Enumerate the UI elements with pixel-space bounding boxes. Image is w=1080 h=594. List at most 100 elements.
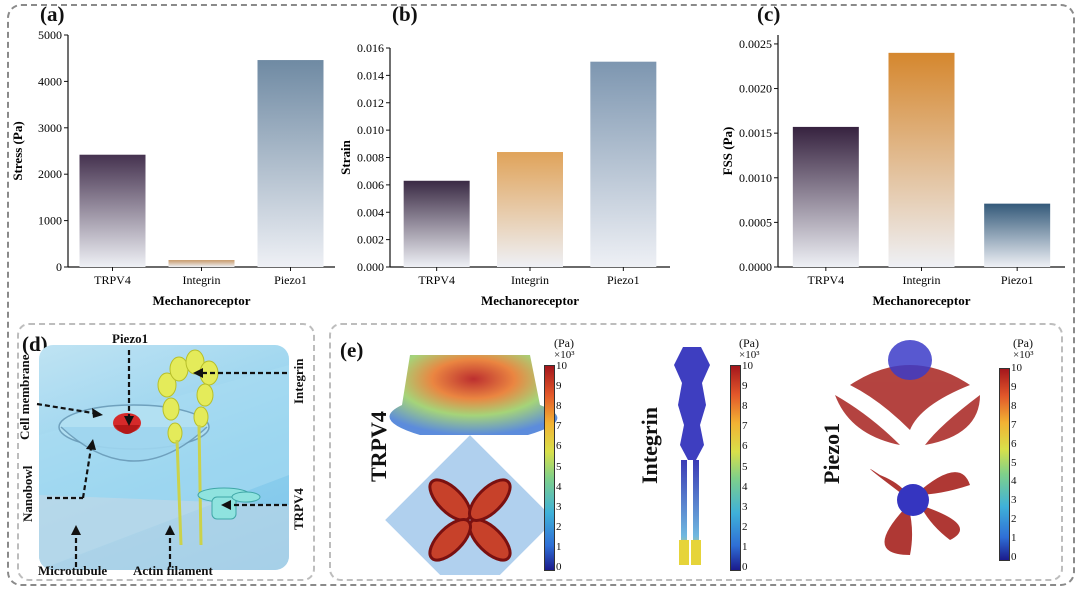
panel-label-e: (e) (340, 338, 364, 362)
colorbar-tick-label: 2 (1011, 513, 1017, 526)
label-trpv4: TRPV4 (291, 488, 306, 530)
colorbar-tick-label: 2 (556, 520, 562, 533)
y-tick-label: 0.006 (357, 178, 384, 192)
x-tick-label: Piezo1 (607, 273, 640, 287)
panel-e-frame (329, 323, 1063, 581)
bar-integrin (888, 52, 955, 267)
panel-label-a: (a) (40, 2, 65, 26)
x-tick-label: TRPV4 (418, 273, 455, 287)
label-microtubule: Microtubule (38, 563, 108, 578)
y-tick-label: 0 (56, 260, 62, 274)
diagram-illustration (39, 349, 289, 570)
colorbar-tick-label: 4 (742, 480, 748, 493)
label-nanobowl: Nanobowl (20, 465, 35, 522)
bar-trpv4 (79, 154, 146, 267)
y-tick-label: 0.000 (357, 260, 384, 274)
colorbar-1 (544, 365, 555, 571)
fss-bar-chart: 0.0000 0.0005 0.0010 0.0015 0.0020 0.0025 TRPV… (720, 35, 1065, 308)
y-tick-label: 3000 (38, 121, 62, 135)
colorbar-tick-label: 4 (556, 480, 562, 493)
colorbar-exponent-3: ×10³ (1013, 349, 1034, 361)
y-tick-label: 2000 (38, 167, 62, 181)
colorbar-tick-label: 1 (1011, 532, 1017, 545)
colorbar-tick-label: 7 (742, 420, 748, 433)
x-tick-label: Piezo1 (274, 273, 307, 287)
y-tick-label: 0.012 (357, 96, 384, 110)
colorbar-tick-label: 9 (742, 380, 748, 393)
colorbar-tick-label: 6 (1011, 437, 1017, 450)
y-tick-label: 0.0010 (739, 171, 772, 185)
colorbar-tick-label: 10 (556, 360, 567, 372)
colorbar-tick-label: 5 (1011, 456, 1017, 469)
y-tick-label: 1000 (38, 214, 62, 228)
y-tick-label: 0.0025 (739, 37, 772, 51)
x-tick-label: Integrin (903, 273, 941, 287)
y-tick-label: 4000 (38, 74, 62, 88)
bar-integrin (497, 152, 563, 267)
mechanoreceptor-diagram (39, 345, 289, 570)
bar-trpv4 (403, 180, 470, 267)
simulation-renders (385, 340, 980, 575)
y-tick-label: 0.0005 (739, 215, 772, 229)
x-tick-label: Piezo1 (1001, 273, 1034, 287)
colorbar-tick-label: 1 (556, 540, 562, 553)
y-tick-label: 0.004 (357, 205, 384, 219)
colorbar-tick-label: 6 (742, 440, 748, 453)
bar-piezo1 (590, 61, 657, 267)
colorbar-exponent-2: ×10³ (739, 349, 760, 361)
diagram-arrows (36, 350, 287, 567)
label-integrin: Integrin (291, 358, 306, 405)
x-axis-title: Mechanoreceptor (481, 293, 579, 308)
figure-frame (7, 4, 1075, 586)
y-tick-label: 0.014 (357, 68, 384, 82)
colorbar-tick-label: 9 (1011, 380, 1017, 393)
colorbar-tick-label: 7 (1011, 418, 1017, 431)
y-tick-label: 0.0000 (739, 260, 772, 274)
x-axis-title: Mechanoreceptor (873, 293, 971, 308)
colorbar-2 (730, 365, 741, 571)
x-tick-label: Integrin (183, 273, 221, 287)
colorbar-exponent-1: ×10³ (554, 349, 575, 361)
colorbar-tick-label: 10 (742, 360, 753, 372)
colorbar-tick-label: 3 (556, 500, 562, 513)
colorbar-tick-label: 0 (742, 561, 748, 573)
x-tick-label: TRPV4 (807, 273, 844, 287)
colorbar-3 (999, 368, 1010, 561)
colorbar-tick-label: 2 (742, 520, 748, 533)
colorbar-tick-label: 8 (742, 400, 748, 413)
bar-trpv4 (792, 126, 859, 268)
colorbar-unit-3: (Pa) (1013, 336, 1033, 350)
y-axis-title: FSS (Pa) (720, 127, 735, 176)
colorbar-tick-label: 1 (742, 540, 748, 553)
x-tick-label: TRPV4 (94, 273, 131, 287)
colorbar-tick-label: 6 (556, 440, 562, 453)
panel-label-b: (b) (392, 2, 418, 26)
y-tick-label: 0.010 (357, 123, 384, 137)
x-tick-label: Integrin (511, 273, 549, 287)
colorbar-tick-label: 0 (556, 561, 562, 573)
colorbar-tick-label: 10 (1011, 362, 1022, 374)
y-axis-title: Stress (Pa) (10, 121, 25, 180)
label-cell-membrane: Cell membrane (17, 354, 32, 440)
colorbar-tick-label: 4 (1011, 475, 1017, 488)
stress-bar-chart: 0 1000 2000 3000 4000 5000 TRPV4 Integrin Piezo1… (10, 28, 335, 308)
colorbar-tick-label: 5 (556, 460, 562, 473)
colorbar-tick-label: 9 (556, 380, 562, 393)
y-axis-title: Strain (340, 139, 353, 174)
colorbar-unit-2: (Pa) (739, 336, 759, 350)
y-tick-label: 5000 (38, 28, 62, 42)
colorbar-unit-1: (Pa) (554, 336, 574, 350)
colorbar-tick-label: 5 (742, 460, 748, 473)
colorbar-tick-label: 8 (556, 400, 562, 413)
strain-bar-chart: 0.000 0.002 0.004 0.006 0.008 0.010 0.012 0.014… (340, 41, 670, 308)
y-tick-label: 0.0015 (739, 126, 772, 140)
bar-piezo1 (257, 60, 324, 267)
bar-integrin (168, 260, 235, 267)
y-tick-label: 0.0020 (739, 82, 772, 96)
colorbar-tick-label: 0 (1011, 551, 1017, 563)
label-piezo1: Piezo1 (112, 331, 149, 346)
colorbar-tick-label: 3 (742, 500, 748, 513)
bar-piezo1 (984, 203, 1051, 267)
colorbar-tick-label: 3 (1011, 494, 1017, 507)
y-tick-label: 0.002 (357, 233, 384, 247)
